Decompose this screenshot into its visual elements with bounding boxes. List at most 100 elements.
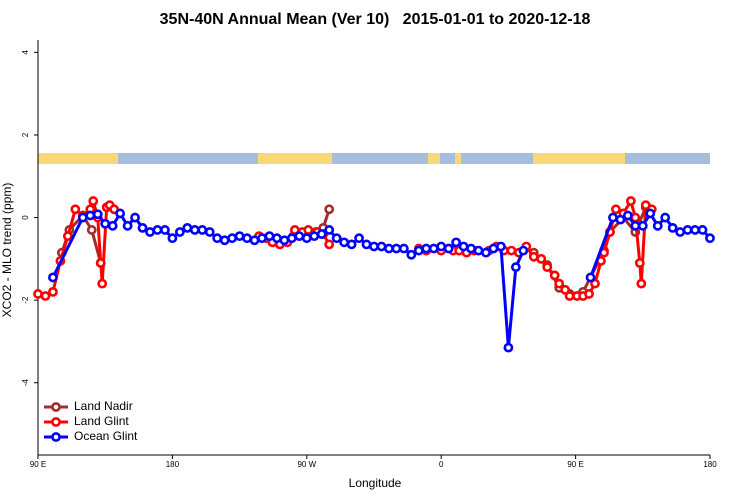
data-point [398, 243, 409, 254]
data-point [189, 225, 200, 235]
data-point [652, 220, 663, 231]
data-point [182, 222, 193, 233]
data-point [95, 258, 106, 268]
data-point [503, 342, 514, 353]
data-point [294, 231, 305, 242]
data-point [88, 196, 99, 206]
y-tick-label: -4 [21, 379, 30, 387]
y-tick-label: -2 [21, 296, 30, 304]
data-point [518, 245, 529, 256]
data-point [249, 235, 260, 246]
data-point [608, 212, 618, 223]
data-point [286, 233, 297, 244]
data-point [279, 235, 290, 246]
data-point [436, 241, 447, 252]
data-point [615, 214, 626, 225]
x-tick-label: 90 E [30, 460, 46, 469]
data-point [542, 262, 553, 273]
data-point [85, 210, 96, 221]
data-point [488, 243, 499, 254]
data-point [316, 229, 327, 239]
data-point [197, 225, 208, 235]
land-mask-strip [38, 153, 710, 164]
data-point [324, 239, 335, 250]
data-point [115, 208, 126, 219]
data-point [122, 220, 133, 231]
legend-marker [51, 432, 61, 442]
data-point [303, 225, 314, 235]
data-point [473, 245, 484, 256]
data-point [376, 241, 387, 252]
data-point [625, 196, 636, 206]
data-point [667, 222, 678, 233]
data-point [100, 218, 111, 229]
data-point [324, 204, 335, 215]
data-point [301, 233, 312, 244]
data-point [697, 225, 708, 235]
data-point [152, 225, 163, 235]
data-point [630, 220, 641, 231]
data-point [219, 235, 230, 246]
data-point [496, 241, 506, 252]
y-tick-label: 2 [21, 132, 30, 137]
data-point [451, 237, 462, 248]
data-point [622, 210, 633, 221]
legend-label: Ocean Glint [74, 429, 138, 443]
data-point [510, 262, 521, 273]
data-point [145, 227, 155, 237]
data-point [590, 278, 600, 289]
data-point [48, 272, 58, 283]
chart-title: 35N-40N Annual Mean (Ver 10) 2015-01-01 … [160, 11, 591, 28]
data-point [324, 225, 335, 235]
data-point [506, 245, 517, 256]
data-point [167, 233, 178, 244]
x-tick-label: 90 W [297, 460, 316, 469]
data-point [137, 222, 148, 233]
data-point [309, 231, 320, 242]
data-point [690, 225, 700, 235]
data-point [369, 241, 379, 252]
data-point [272, 233, 282, 244]
data-point [204, 227, 215, 237]
x-tick-label: 180 [166, 460, 180, 469]
data-point [660, 212, 671, 223]
legend-marker [51, 417, 61, 427]
data-point [33, 289, 43, 299]
data-point [466, 243, 476, 254]
x-tick-label: 180 [703, 460, 717, 469]
data-point [634, 258, 645, 268]
data-point [92, 209, 103, 220]
data-point [62, 231, 73, 242]
data-point [70, 204, 81, 215]
data-point [554, 278, 565, 289]
data-point [354, 233, 364, 244]
data-point [560, 284, 571, 295]
x-tick-label: 90 E [567, 460, 583, 469]
data-point [97, 278, 108, 289]
data-point [428, 243, 439, 254]
data-point [160, 225, 170, 235]
data-point [212, 233, 223, 244]
data-point [86, 225, 97, 235]
data-point [421, 243, 432, 254]
data-point [384, 243, 394, 254]
data-point [77, 212, 88, 223]
data-point [536, 253, 547, 264]
data-point [528, 251, 539, 262]
data-point [675, 227, 686, 237]
data-point [234, 231, 245, 242]
data-point [564, 291, 575, 301]
data-point [264, 231, 275, 242]
data-point [257, 233, 267, 244]
data-point [443, 243, 454, 254]
data-point [611, 204, 621, 215]
x-tick-label: 0 [439, 460, 444, 469]
data-point [413, 245, 424, 256]
data-point [636, 278, 647, 289]
data-point [227, 233, 238, 244]
data-point [406, 249, 417, 260]
data-point [585, 272, 596, 283]
data-point [339, 237, 350, 248]
y-axis-label: XCO2 - MLO trend (ppm) [0, 183, 14, 318]
